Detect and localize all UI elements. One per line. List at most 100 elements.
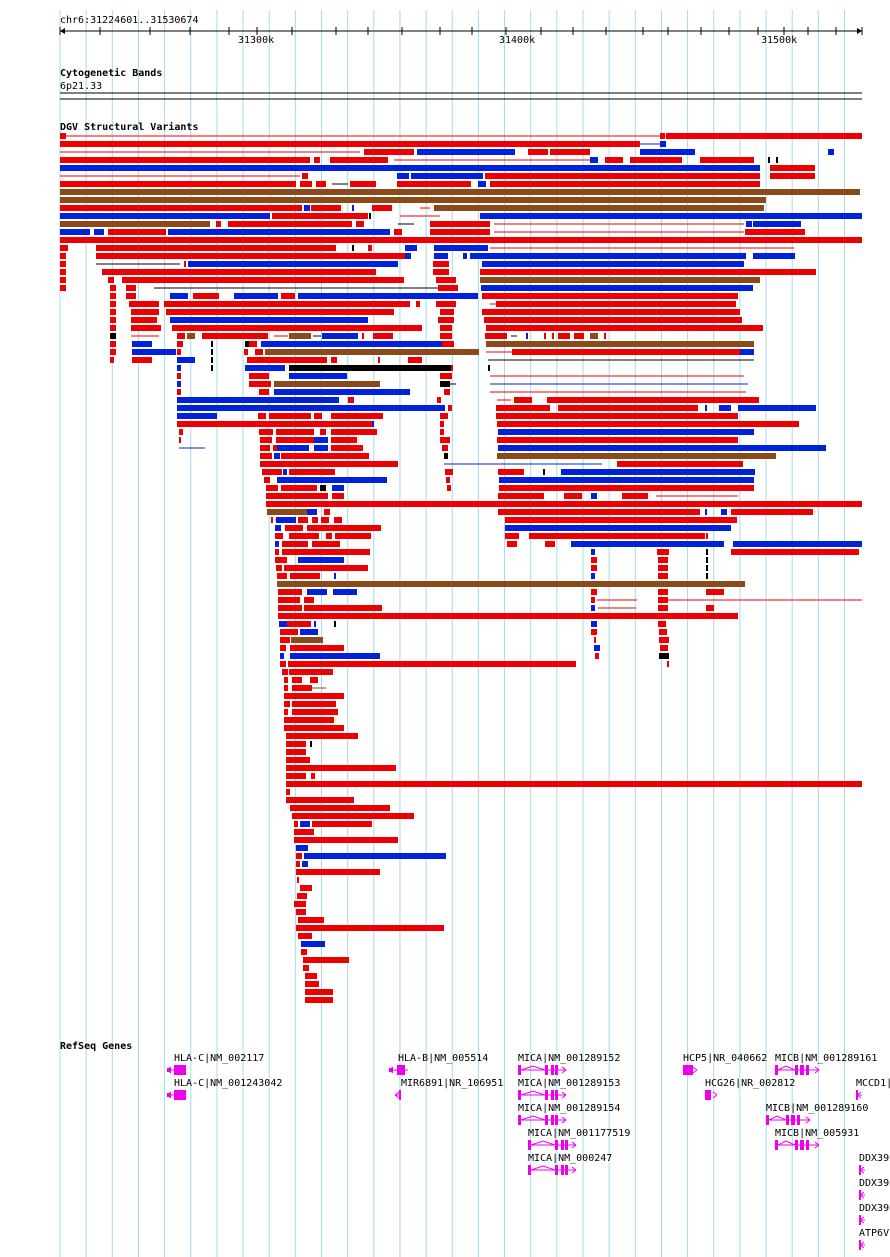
gene-splice-line[interactable] — [530, 1165, 556, 1171]
structural-variant-bar[interactable] — [745, 229, 805, 235]
structural-variant-bar[interactable] — [595, 653, 599, 659]
structural-variant-tick[interactable] — [706, 573, 708, 579]
structural-variant-bar[interactable] — [440, 437, 450, 443]
structural-variant-bar[interactable] — [296, 845, 308, 851]
structural-variant-bar[interactable] — [630, 157, 682, 163]
structural-variant-bar[interactable] — [302, 173, 308, 179]
gene-label[interactable]: HLA-C|NM_002117 — [174, 1053, 265, 1064]
structural-variant-bar[interactable] — [274, 381, 380, 387]
structural-variant-bar[interactable] — [177, 333, 185, 339]
structural-variant-bar[interactable] — [286, 789, 290, 795]
structural-variant-tick[interactable] — [451, 365, 453, 371]
structural-variant-bar[interactable] — [498, 469, 524, 475]
structural-variant-bar[interactable] — [108, 277, 114, 283]
structural-variant-tick[interactable] — [776, 157, 778, 163]
gene-exon[interactable] — [551, 1065, 554, 1075]
structural-variant-bar[interactable] — [571, 541, 724, 547]
structural-variant-bar[interactable] — [289, 533, 319, 539]
structural-variant-tick[interactable] — [314, 621, 316, 627]
structural-variant-bar[interactable] — [497, 453, 776, 459]
structural-variant-bar[interactable] — [286, 773, 306, 779]
structural-variant-bar[interactable] — [177, 365, 181, 371]
structural-variant-bar[interactable] — [303, 965, 309, 971]
structural-variant-bar[interactable] — [746, 221, 752, 227]
structural-variant-bar[interactable] — [300, 181, 312, 187]
gene-exon[interactable] — [545, 1065, 548, 1075]
structural-variant-bar[interactable] — [275, 549, 279, 555]
structural-variant-bar[interactable] — [289, 373, 347, 379]
structural-variant-bar[interactable] — [296, 853, 302, 859]
structural-variant-bar[interactable] — [280, 661, 286, 667]
gene-exon[interactable] — [555, 1065, 558, 1075]
structural-variant-tick[interactable] — [552, 333, 554, 339]
structural-variant-bar[interactable] — [290, 645, 344, 651]
structural-variant-bar[interactable] — [740, 349, 754, 355]
structural-variant-bar[interactable] — [249, 381, 271, 387]
structural-variant-bar[interactable] — [434, 245, 488, 251]
structural-variant-bar[interactable] — [405, 253, 411, 259]
structural-variant-bar[interactable] — [282, 669, 288, 675]
structural-variant-bar[interactable] — [60, 253, 66, 259]
structural-variant-bar[interactable] — [286, 797, 354, 803]
structural-variant-bar[interactable] — [394, 229, 402, 235]
structural-variant-bar[interactable] — [447, 485, 451, 491]
structural-variant-bar[interactable] — [260, 445, 270, 451]
structural-variant-bar[interactable] — [314, 157, 320, 163]
structural-variant-bar[interactable] — [284, 725, 344, 731]
structural-variant-bar[interactable] — [507, 541, 517, 547]
structural-variant-tick[interactable] — [352, 205, 354, 211]
structural-variant-bar[interactable] — [499, 485, 754, 491]
structural-variant-bar[interactable] — [278, 605, 302, 611]
structural-variant-bar[interactable] — [335, 533, 371, 539]
structural-variant-bar[interactable] — [333, 589, 357, 595]
structural-variant-bar[interactable] — [274, 453, 280, 459]
structural-variant-tick[interactable] — [310, 741, 312, 747]
structural-variant-bar[interactable] — [177, 405, 445, 411]
structural-variant-bar[interactable] — [430, 221, 490, 227]
gene-label[interactable]: ATP6V1 — [859, 1228, 890, 1239]
structural-variant-bar[interactable] — [294, 829, 314, 835]
gene-splice-line[interactable] — [777, 1140, 796, 1146]
structural-variant-tick[interactable] — [638, 533, 640, 539]
structural-variant-bar[interactable] — [485, 333, 507, 339]
structural-variant-bar[interactable] — [110, 293, 116, 299]
gene-exon[interactable] — [528, 1140, 531, 1150]
structural-variant-bar[interactable] — [480, 277, 760, 283]
gene-exon[interactable] — [551, 1090, 554, 1100]
structural-variant-bar[interactable] — [297, 893, 307, 899]
structural-variant-bar[interactable] — [298, 517, 308, 523]
structural-variant-bar[interactable] — [60, 285, 66, 291]
structural-variant-bar[interactable] — [266, 485, 278, 491]
structural-variant-bar[interactable] — [440, 373, 452, 379]
structural-variant-bar[interactable] — [245, 365, 285, 371]
structural-variant-bar[interactable] — [658, 597, 668, 603]
structural-variant-bar[interactable] — [168, 229, 390, 235]
structural-variant-tick[interactable] — [352, 245, 354, 251]
structural-variant-bar[interactable] — [177, 349, 181, 355]
structural-variant-bar[interactable] — [298, 557, 344, 563]
structural-variant-bar[interactable] — [96, 245, 336, 251]
structural-variant-bar[interactable] — [282, 549, 370, 555]
structural-variant-bar[interactable] — [170, 293, 188, 299]
structural-variant-bar[interactable] — [594, 645, 600, 651]
gene-exon[interactable] — [806, 1140, 809, 1150]
structural-variant-bar[interactable] — [110, 285, 116, 291]
structural-variant-bar[interactable] — [164, 301, 410, 307]
structural-variant-bar[interactable] — [296, 909, 306, 915]
structural-variant-bar[interactable] — [497, 421, 799, 427]
structural-variant-bar[interactable] — [331, 357, 337, 363]
structural-variant-bar[interactable] — [332, 485, 344, 491]
structural-variant-bar[interactable] — [259, 429, 273, 435]
structural-variant-bar[interactable] — [126, 293, 136, 299]
gene-exon[interactable] — [561, 1165, 564, 1175]
structural-variant-bar[interactable] — [499, 477, 754, 483]
gene-label[interactable]: MICA|NM_001289154 — [518, 1103, 621, 1114]
structural-variant-bar[interactable] — [304, 853, 446, 859]
structural-variant-tick[interactable] — [594, 637, 596, 643]
gene-exon[interactable] — [528, 1165, 531, 1175]
structural-variant-bar[interactable] — [177, 373, 181, 379]
structural-variant-tick[interactable] — [369, 213, 371, 219]
structural-variant-bar[interactable] — [486, 325, 763, 331]
structural-variant-tick[interactable] — [211, 349, 213, 355]
structural-variant-bar[interactable] — [331, 437, 357, 443]
